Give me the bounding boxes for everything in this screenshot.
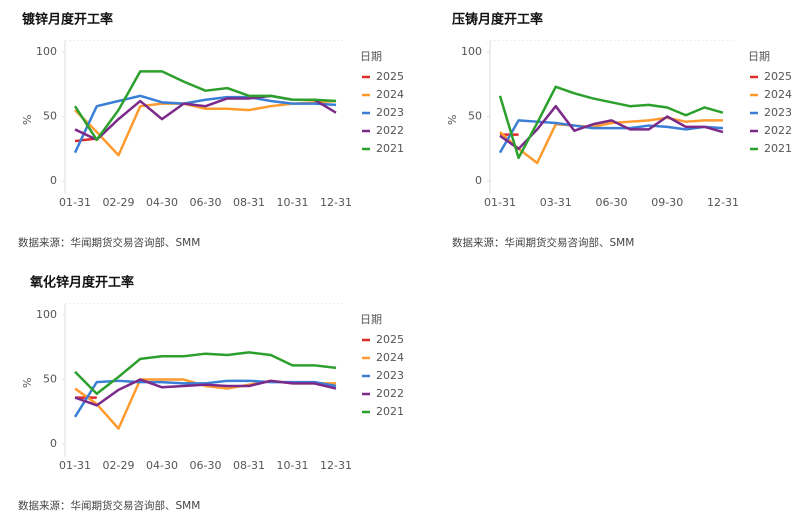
legend-label: 2025 [376,70,404,83]
y-tick-label: 0 [475,174,482,187]
legend-label: 2021 [376,142,404,155]
x-tick-label: 01-31 [484,196,516,209]
x-tick-label: 03-31 [540,196,572,209]
y-tick-label: 100 [36,308,57,321]
y-tick-label: 0 [50,174,57,187]
x-tick-label: 06-30 [190,196,222,209]
legend-label: 2022 [764,124,792,137]
source-note: 数据来源：华闻期货交易咨询部、SMM [452,236,634,249]
legend-title: 日期 [748,50,770,63]
source-note: 数据来源：华闻期货交易咨询部、SMM [18,499,200,512]
y-tick-label: 100 [36,45,57,58]
y-axis-label: % [446,115,459,125]
chart-title: 氧化锌月度开工率 [29,275,134,291]
x-tick-label: 02-29 [103,459,135,472]
y-tick-label: 0 [50,437,57,450]
legend-label: 2024 [376,88,404,101]
y-tick-label: 100 [461,45,482,58]
x-tick-label: 04-30 [146,459,178,472]
x-tick-label: 12-31 [320,459,352,472]
chart-title: 压铸月度开工率 [452,12,543,28]
x-tick-label: 06-30 [190,459,222,472]
legend-label: 2022 [376,387,404,400]
series-line [74,351,337,395]
x-tick-label: 01-31 [59,196,91,209]
y-tick-label: 50 [468,110,482,123]
series-line [73,379,337,418]
x-tick-label: 08-31 [233,196,265,209]
legend-label: 2021 [764,142,792,155]
x-tick-label: 04-30 [146,196,178,209]
legend-label: 2023 [764,106,792,119]
series-line [74,378,337,407]
legend-label: 2023 [376,369,404,382]
x-tick-label: 12-31 [320,196,352,209]
series-line [498,85,724,160]
x-tick-label: 06-30 [596,196,628,209]
series-line [498,119,724,154]
legend-label: 2022 [376,124,404,137]
x-tick-label: 12-31 [707,196,739,209]
legend-label: 2025 [764,70,792,83]
y-tick-label: 50 [43,373,57,386]
x-tick-label: 09-30 [651,196,683,209]
y-axis-label: % [21,115,34,125]
series-line [73,94,337,154]
legend-title: 日期 [360,313,382,326]
x-tick-label: 10-31 [277,459,309,472]
legend-title: 日期 [360,50,382,63]
source-note: 数据来源：华闻期货交易咨询部、SMM [18,236,200,249]
y-axis-label: % [21,378,34,388]
legend-label: 2024 [376,351,404,364]
y-tick-label: 50 [43,110,57,123]
x-tick-label: 08-31 [233,459,265,472]
legend-label: 2024 [764,88,792,101]
legend-label: 2025 [376,333,404,346]
legend-label: 2023 [376,106,404,119]
series-line [73,70,337,142]
series-line [74,378,336,430]
series-line [499,116,723,165]
chart-title: 镀锌月度开工率 [22,12,113,28]
legend-label: 2021 [376,405,404,418]
x-tick-label: 02-29 [103,196,135,209]
series-line [499,104,724,151]
series-line [74,99,337,157]
x-tick-label: 01-31 [59,459,91,472]
x-tick-label: 10-31 [277,196,309,209]
